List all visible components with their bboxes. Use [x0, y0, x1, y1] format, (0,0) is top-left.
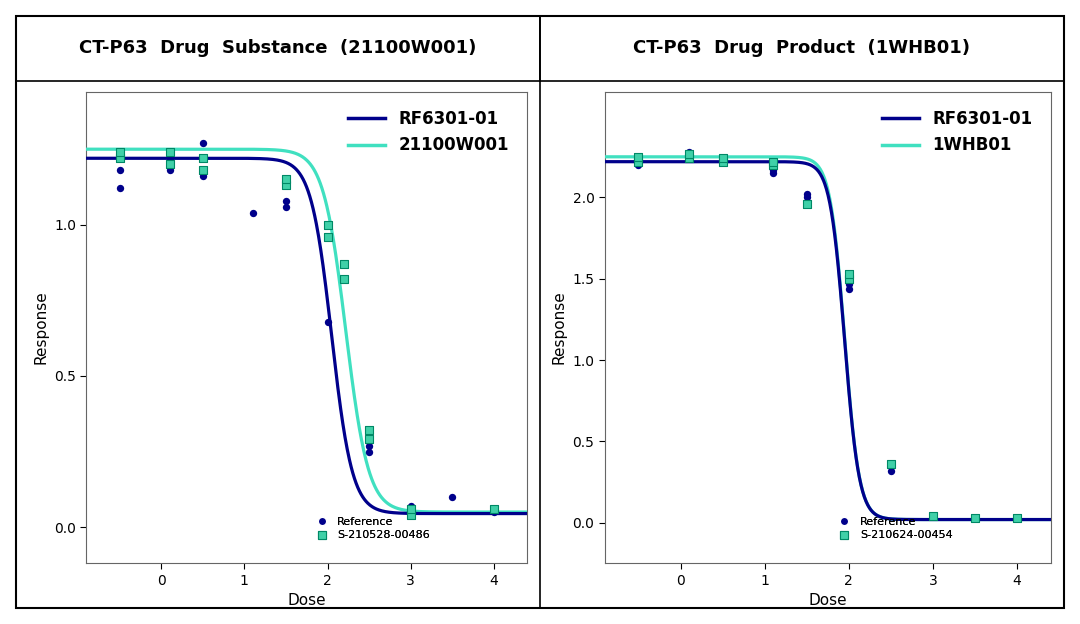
- Point: [361, 426, 378, 436]
- Point: [161, 154, 178, 163]
- Point: [765, 165, 782, 175]
- Point: [630, 160, 647, 170]
- Point: [840, 283, 858, 293]
- Point: [278, 180, 295, 190]
- Point: [244, 208, 261, 218]
- Point: [278, 195, 295, 205]
- Point: [161, 165, 178, 175]
- Point: [1009, 513, 1026, 523]
- Point: [485, 504, 502, 514]
- Point: [402, 510, 419, 520]
- X-axis label: Dose: Dose: [287, 593, 326, 608]
- Legend: Reference, S-210624-00454: Reference, S-210624-00454: [835, 514, 956, 544]
- Point: [924, 511, 942, 521]
- Point: [680, 147, 698, 157]
- Point: [967, 513, 984, 523]
- Point: [319, 316, 336, 326]
- Legend: Reference, S-210528-00486: Reference, S-210528-00486: [312, 514, 433, 544]
- Point: [765, 157, 782, 167]
- Point: [924, 511, 942, 521]
- Point: [882, 459, 900, 469]
- Y-axis label: Response: Response: [552, 291, 567, 364]
- Point: [361, 441, 378, 451]
- Point: [444, 492, 461, 502]
- Point: [402, 504, 419, 514]
- Point: [161, 159, 178, 169]
- Point: [798, 192, 815, 202]
- Point: [278, 175, 295, 185]
- Point: [402, 501, 419, 511]
- Point: [680, 154, 698, 163]
- Point: [361, 434, 378, 444]
- Point: [840, 279, 858, 289]
- Point: [111, 147, 129, 157]
- Point: [194, 138, 212, 148]
- Point: [336, 274, 353, 284]
- Y-axis label: Response: Response: [33, 291, 49, 364]
- Point: [630, 157, 647, 167]
- Point: [765, 168, 782, 178]
- Point: [840, 274, 858, 284]
- Point: [967, 513, 984, 523]
- Point: [798, 189, 815, 199]
- Point: [278, 202, 295, 212]
- Point: [161, 147, 178, 157]
- Point: [319, 220, 336, 230]
- Point: [111, 183, 129, 193]
- Point: [194, 172, 212, 182]
- Point: [485, 507, 502, 517]
- Point: [630, 157, 647, 167]
- Point: [798, 199, 815, 209]
- Point: [194, 154, 212, 163]
- X-axis label: Dose: Dose: [809, 593, 847, 608]
- Point: [111, 154, 129, 163]
- Point: [319, 232, 336, 242]
- Point: [111, 165, 129, 175]
- Point: [882, 466, 900, 475]
- Point: [680, 149, 698, 158]
- Point: [714, 157, 731, 167]
- Point: [765, 160, 782, 170]
- Point: [714, 157, 731, 167]
- Point: [680, 152, 698, 162]
- Point: [714, 154, 731, 163]
- Point: [336, 259, 353, 269]
- Point: [361, 447, 378, 457]
- Point: [1009, 513, 1026, 523]
- Text: CT-P63  Drug  Product  (1WHB01): CT-P63 Drug Product (1WHB01): [633, 39, 971, 57]
- Point: [714, 154, 731, 163]
- Point: [194, 165, 212, 175]
- Text: CT-P63  Drug  Substance  (21100W001): CT-P63 Drug Substance (21100W001): [80, 39, 476, 57]
- Point: [630, 152, 647, 162]
- Point: [840, 269, 858, 279]
